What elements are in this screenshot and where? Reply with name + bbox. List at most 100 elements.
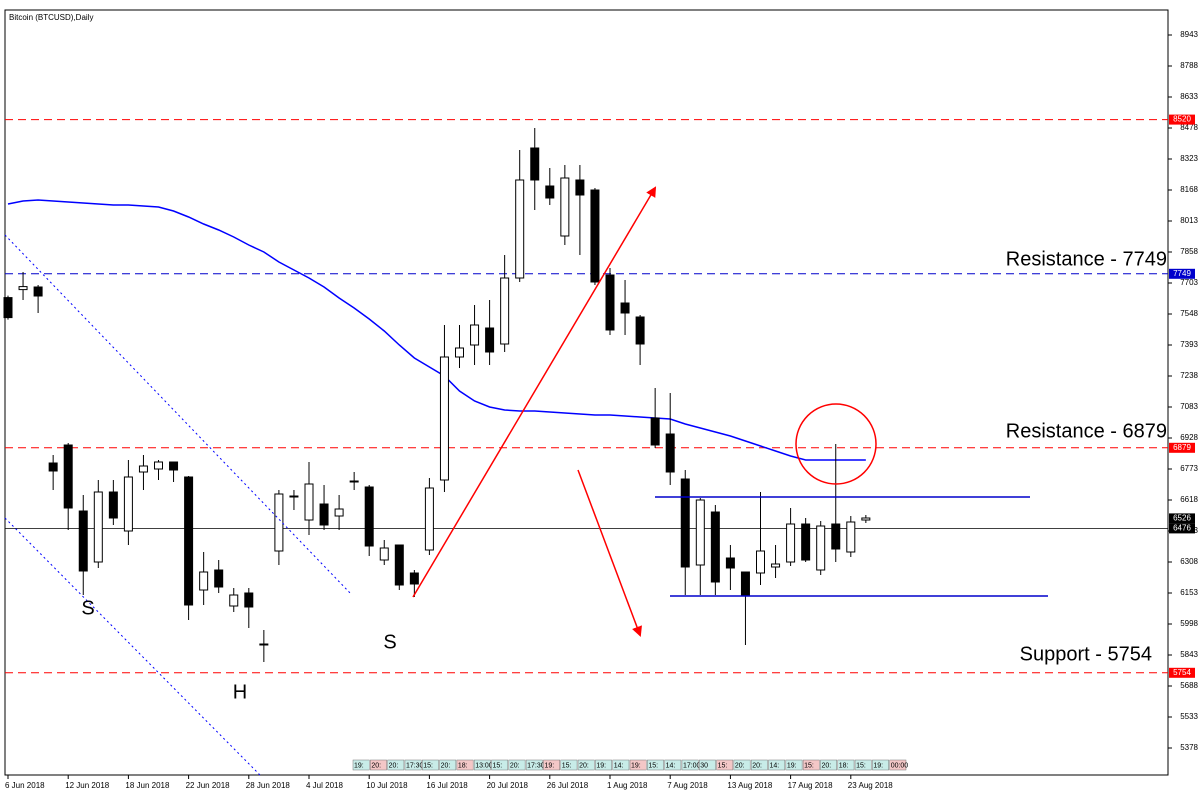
session-box [785,759,803,771]
x-tick-label: 1 Aug 2018 [607,781,648,790]
session-label: 14: [666,762,676,769]
candle-body [379,547,389,561]
candle-body [319,503,329,526]
candle-body [695,499,705,566]
x-tick-label: 4 Jul 2018 [306,781,343,790]
session-label: 19: [873,762,883,769]
session-box [647,759,664,771]
y-tick-label: 5843 [1180,650,1198,659]
candle-body [439,356,449,481]
session-box [768,759,786,771]
session-label: 20: [371,762,381,769]
candle-body [334,508,344,517]
price-tag [1169,523,1195,534]
candle-body [635,316,645,345]
session-box [387,759,405,771]
candle-body [710,511,720,583]
annotation: Resistance - 6879 [1006,420,1167,442]
highlight-circle [795,403,877,485]
session-label: 17:30 [527,762,545,769]
candle-body [349,480,359,483]
candle-body [485,327,495,353]
level-label: 7749 [1173,269,1191,278]
candle-body [108,491,118,519]
candle-body [93,491,103,563]
x-tick-label: 17 Aug 2018 [788,781,833,790]
y-tick-label: 8168 [1180,185,1198,194]
y-tick-label: 5378 [1180,743,1198,752]
x-tick-label: 28 Jun 2018 [246,781,291,790]
candle-body [605,274,615,331]
level-label: 6879 [1173,443,1191,452]
candle-body [590,189,600,283]
session-box [560,759,578,771]
session-box [872,759,889,771]
session-label: 18: [839,762,849,769]
level-label: 8520 [1173,115,1191,124]
candle-body [771,563,781,568]
candle-body [274,493,284,552]
candle-body [470,324,480,346]
candle-body [740,571,750,596]
session-box [439,759,457,771]
arrow [412,186,657,598]
x-tick-label: 20 Jul 2018 [487,781,529,790]
session-label: 17:30 [406,762,424,769]
price-tag [1169,513,1195,524]
candle-body [861,517,871,521]
candle-body [801,523,811,561]
candle-body [650,417,660,446]
session-box [352,759,370,771]
price-label: 6476 [1173,524,1191,533]
annotation: H [233,681,247,703]
annotation: Resistance - 7749 [1006,248,1167,270]
candle-body [184,476,194,606]
x-tick-label: 10 Jul 2018 [366,781,408,790]
x-tick-label: 6 Jun 2018 [5,781,45,790]
y-tick-label: 7548 [1180,309,1198,318]
candle-body [169,461,179,471]
session-box [525,759,543,771]
candle-body [786,523,796,563]
candle-body [63,444,73,509]
candle-body [364,486,374,547]
session-box [370,759,387,771]
candle-body [289,495,299,498]
session-box [750,759,768,771]
candle-body [816,525,826,571]
session-label: 15: [718,762,728,769]
arrow [577,469,642,637]
candle-body [259,643,269,646]
candle-body [530,147,540,181]
y-tick-label: 7083 [1180,402,1198,411]
candle-body [620,302,630,314]
session-label: 13:00 [475,762,493,769]
candle-body [199,571,209,591]
session-box [681,759,699,771]
x-tick-label: 23 Aug 2018 [848,781,893,790]
candle-body [560,177,570,237]
session-box [456,759,474,771]
annotation: Support - 5754 [1020,643,1152,665]
candle-body [500,277,510,345]
session-box [889,759,907,771]
session-label: 18: [458,762,468,769]
session-label: 20: [735,762,745,769]
y-tick-label: 6618 [1180,495,1198,504]
candle-body [78,510,88,572]
candle-body [154,461,163,470]
candle-body [138,465,148,473]
y-tick-label: 8633 [1180,92,1198,101]
session-label: 20: [752,762,762,769]
x-tick-label: 7 Aug 2018 [667,781,708,790]
candle-body [455,347,464,358]
candle-body [665,433,675,473]
price-label: 6526 [1173,514,1191,523]
candle-body [680,478,690,568]
candle-body [725,557,735,569]
session-label: 15: [423,762,433,769]
y-tick-label: 6773 [1180,464,1198,473]
session-box [404,759,422,771]
session-box [854,759,872,771]
channel-line [4,517,261,776]
